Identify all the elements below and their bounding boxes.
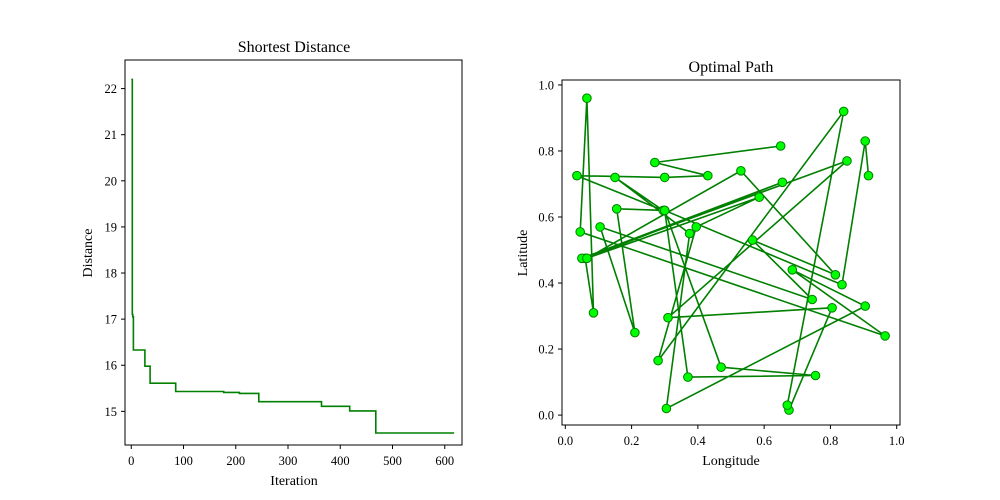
city-point: [837, 279, 847, 290]
x-tick-label: 200: [226, 454, 245, 468]
city-point: [684, 228, 695, 239]
y-tick-label: 0.6: [538, 211, 554, 225]
city-point: [775, 141, 786, 151]
city-point: [807, 294, 818, 305]
y-tick-label: 0.8: [538, 144, 554, 158]
city-point: [683, 372, 693, 382]
y-tick-label: 20: [105, 174, 118, 188]
y-tick-label: 21: [105, 128, 118, 142]
city-point: [610, 172, 620, 183]
plot-frame: [124, 59, 463, 446]
city-point: [691, 222, 702, 232]
x-tick-label: 100: [174, 454, 193, 468]
shortest-distance-chart: Shortest Distance 0 100 200 300 400 500 600 15 1…: [81, 39, 463, 489]
city-point: [838, 106, 849, 117]
city-point: [595, 222, 605, 232]
route-path-line: [576, 98, 886, 413]
y-tick-label: 15: [105, 405, 118, 419]
x-tick-label: 0.0: [558, 434, 574, 448]
x-tick-label: 0: [128, 454, 134, 468]
city-point: [630, 327, 640, 338]
x-tick-label: 300: [279, 454, 298, 468]
city-point: [860, 301, 871, 311]
y-tick-label: 22: [105, 82, 118, 96]
city-point: [830, 270, 841, 280]
x-tick-label: 0.8: [823, 434, 839, 448]
city-point: [582, 253, 592, 264]
city-point: [827, 303, 837, 313]
y-tick-label: 1.0: [538, 78, 554, 92]
city-point: [572, 170, 582, 181]
y-tick-label: 16: [105, 359, 118, 373]
city-point: [787, 265, 798, 275]
city-point: [661, 403, 672, 414]
city-point: [663, 312, 673, 323]
city-point: [716, 362, 726, 373]
city-point: [860, 136, 871, 146]
y-axis-label: Latitude: [516, 230, 531, 277]
plot-frame: [561, 79, 901, 426]
x-tick-label: 0.4: [690, 434, 706, 448]
x-axis-label: Longitude: [702, 454, 760, 469]
city-point: [611, 204, 622, 214]
city-point: [736, 166, 746, 176]
city-point: [588, 308, 599, 318]
y-tick-label: 17: [105, 313, 118, 327]
city-point: [754, 192, 765, 202]
city-point: [842, 156, 852, 166]
distance-series-line: [131, 78, 455, 434]
city-point: [575, 227, 586, 237]
y-tick-label: 0.2: [538, 343, 554, 357]
city-point: [777, 177, 788, 188]
y-tick-label: 0.0: [538, 409, 554, 423]
city-point: [653, 355, 663, 366]
x-tick-label: 1.0: [889, 434, 905, 448]
city-point: [659, 172, 670, 183]
optimal-path-chart: Optimal Path 0.0 0.2 0.4 0.6 0.8 1.0 0.0 0.2 0.4…: [516, 59, 904, 469]
x-tick-label: 400: [331, 454, 350, 468]
chart-title: Shortest Distance: [238, 39, 350, 56]
y-tick-label: 18: [105, 267, 118, 281]
city-point: [782, 400, 793, 411]
city-point: [747, 235, 758, 245]
x-axis-label: Iteration: [270, 474, 317, 489]
axis-ticks: 0.0 0.2 0.4 0.6 0.8 1.0 0.0 0.2 0.4 0.6 0.8 1.0: [538, 78, 904, 448]
x-tick-label: 500: [383, 454, 402, 468]
city-point: [703, 170, 713, 181]
city-point: [810, 370, 821, 381]
chart-title: Optimal Path: [689, 59, 774, 76]
city-point: [582, 93, 592, 103]
city-point: [650, 157, 660, 168]
y-axis-label: Distance: [81, 229, 96, 278]
x-tick-label: 0.2: [624, 434, 640, 448]
y-tick-label: 0.4: [538, 277, 554, 291]
city-point: [659, 205, 670, 216]
city-points: [572, 93, 890, 415]
x-tick-label: 0.6: [756, 434, 772, 448]
x-tick-label: 600: [435, 454, 454, 468]
city-point: [880, 331, 890, 341]
axis-ticks: 0 100 200 300 400 500 600 15 16 17 18 19 20 21 22: [105, 82, 455, 468]
city-point: [863, 170, 874, 181]
y-tick-label: 19: [105, 220, 118, 234]
